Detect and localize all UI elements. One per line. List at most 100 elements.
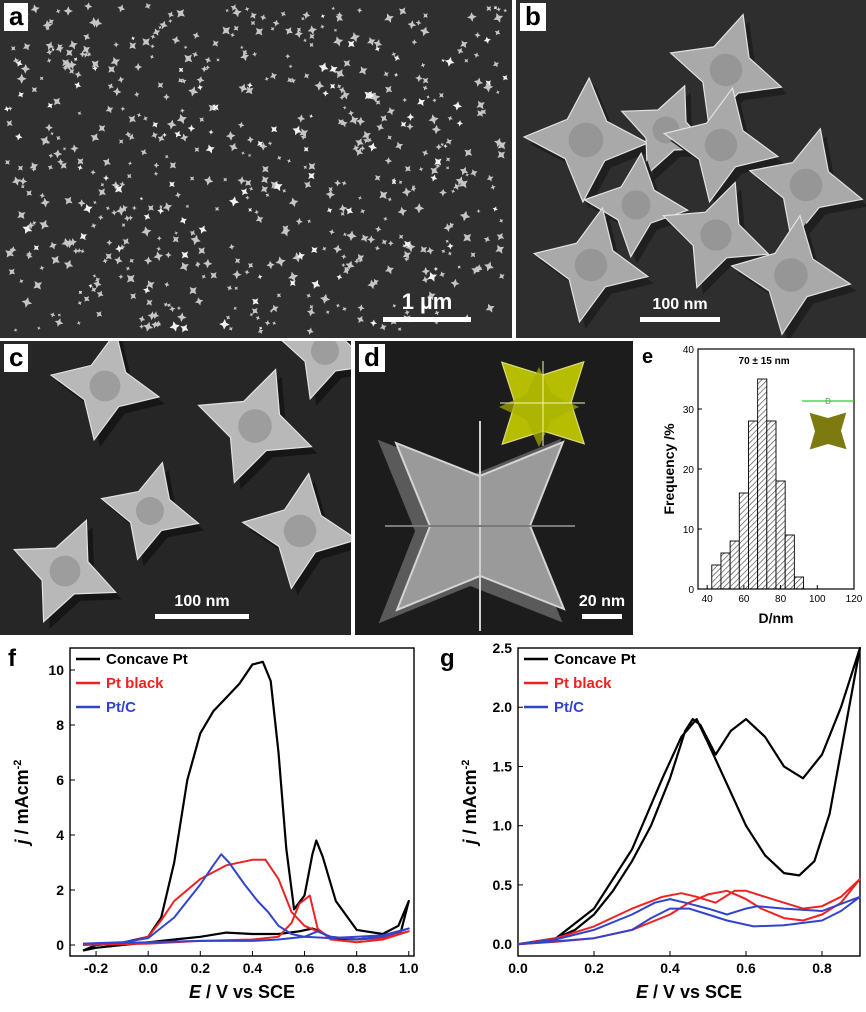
particle [434, 310, 440, 316]
particle [146, 299, 153, 306]
particle [189, 230, 196, 236]
legend-label: Pt/C [554, 699, 584, 716]
particle [4, 106, 10, 112]
particle [233, 25, 239, 31]
particle [172, 236, 179, 243]
scale-bar-d: 20 nm [577, 593, 627, 619]
particle [48, 153, 54, 159]
particle [228, 326, 233, 331]
particle [82, 51, 89, 58]
particle [148, 205, 154, 211]
particle [181, 251, 189, 259]
particle [151, 131, 158, 139]
particle [114, 256, 123, 265]
x-tick-label: 0.2 [191, 960, 211, 976]
particle [80, 249, 85, 254]
particle [237, 121, 245, 129]
y-axis-label-sup: -2 [12, 760, 24, 770]
particle [98, 214, 104, 221]
particle [492, 61, 500, 68]
particle [143, 321, 154, 332]
y-axis-label: Frequency /% [661, 423, 677, 515]
particle [434, 320, 439, 325]
x-tick-label: 0.8 [812, 960, 832, 976]
particle [125, 131, 132, 138]
sem-image-d [355, 341, 633, 635]
particle [427, 272, 437, 282]
particle [45, 123, 53, 132]
particle [98, 188, 106, 196]
particle [422, 149, 429, 157]
particle [358, 258, 363, 263]
particle [398, 234, 404, 239]
particle [177, 312, 187, 322]
particle [494, 29, 501, 36]
series-line [517, 878, 861, 946]
particle [450, 278, 460, 288]
particle [77, 111, 82, 116]
particle [250, 20, 256, 26]
particle [62, 64, 69, 71]
particle [411, 39, 418, 46]
particle [83, 33, 91, 41]
particle [78, 290, 83, 295]
particle [164, 154, 169, 159]
particle [234, 258, 241, 264]
cv-chart-f: f -0.2 0.0 0.2 0.4 0.6 0.8 1.0 0 2 4 6 8 10 E / V vs S… [8, 645, 419, 1002]
particle [112, 87, 122, 97]
particle [483, 82, 494, 93]
particle [445, 157, 451, 162]
particle [76, 320, 81, 326]
particle [125, 266, 130, 271]
particle [459, 166, 469, 176]
particle [163, 302, 169, 307]
scale-bar-c: 100 nm [154, 593, 250, 619]
particle [116, 205, 126, 216]
particle [7, 106, 13, 111]
particle [384, 13, 394, 23]
particle [143, 213, 151, 221]
particle [373, 39, 383, 49]
particle [347, 40, 355, 48]
particle [271, 304, 279, 313]
particle [271, 126, 278, 133]
panel-a: a 1 µm [0, 0, 512, 338]
particle [11, 46, 16, 51]
particle [470, 169, 478, 177]
particle [473, 77, 484, 87]
particle [179, 108, 185, 114]
particle [107, 83, 114, 90]
particle [275, 256, 286, 267]
particle [240, 52, 250, 61]
star-center [49, 555, 81, 587]
particle [266, 260, 275, 270]
x-tick-label: 60 [738, 594, 750, 605]
particle [178, 67, 184, 73]
particle [303, 38, 308, 43]
particle [401, 187, 412, 197]
scale-bar-a: 1 µm [382, 290, 472, 322]
histogram-bar [711, 564, 722, 590]
series-line [517, 646, 862, 946]
particle [165, 251, 172, 259]
particle [16, 73, 27, 84]
particle [325, 189, 336, 200]
particle [140, 148, 148, 156]
particle [171, 36, 181, 45]
particle [356, 315, 364, 324]
particle [102, 158, 111, 167]
y-tick-label: 2.0 [493, 699, 513, 715]
particle [433, 266, 439, 272]
particle [117, 4, 126, 13]
particle [441, 58, 445, 63]
particle [385, 85, 393, 93]
x-tick-label: 0.0 [508, 960, 528, 976]
particle [27, 221, 35, 230]
particle [249, 312, 254, 317]
particle [318, 62, 329, 73]
particle [483, 36, 491, 44]
panel-letter: g [440, 645, 455, 672]
panel-letter-b: b [520, 3, 546, 31]
particle [380, 114, 388, 122]
particle [150, 34, 156, 40]
